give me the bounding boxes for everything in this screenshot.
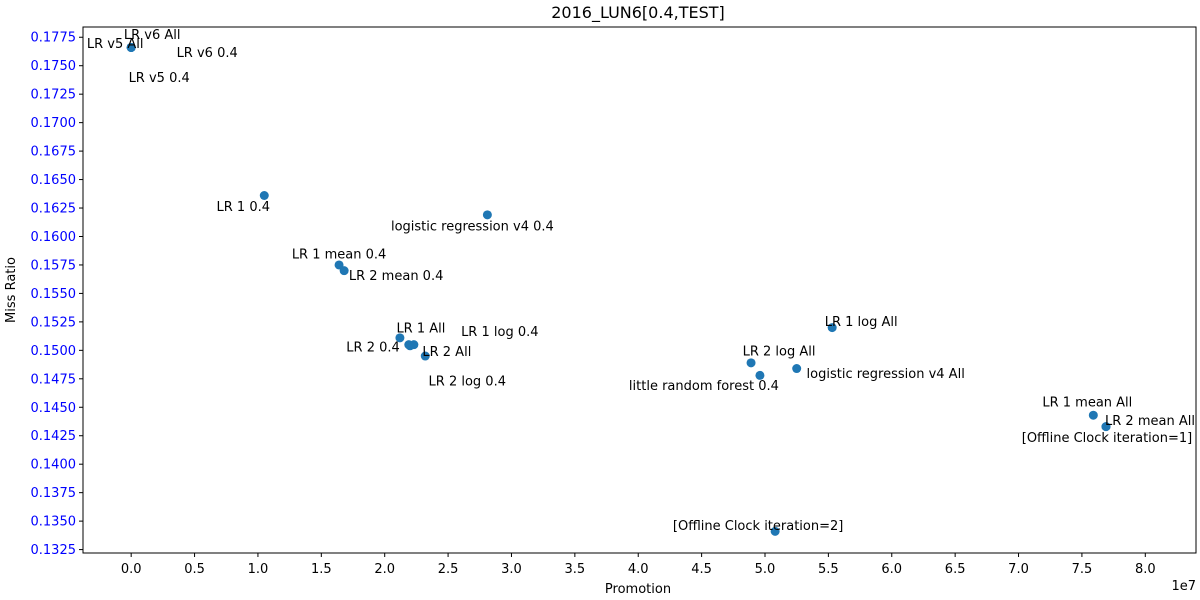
- y-tick-label: 0.1375: [31, 486, 77, 501]
- point-label: LR 2 mean 0.4: [349, 269, 444, 284]
- data-point: [792, 364, 802, 374]
- x-axis-label: Promotion: [605, 582, 671, 597]
- point-label: LR 2 log 0.4: [429, 375, 506, 390]
- y-tick-label: 0.1500: [31, 344, 77, 359]
- x-offset-label: 1e7: [1171, 579, 1196, 594]
- data-points: [126, 42, 1111, 536]
- y-tick-label: 0.1575: [31, 258, 77, 273]
- data-point: [395, 333, 405, 343]
- x-tick-label: 5.0: [755, 562, 776, 577]
- point-label: LR 1 0.4: [217, 200, 271, 215]
- data-point: [420, 351, 430, 361]
- point-label: LR 1 All: [396, 321, 445, 336]
- x-tick-label: 6.5: [945, 562, 966, 577]
- data-point: [126, 42, 136, 52]
- point-label: LR 1 mean All: [1042, 396, 1132, 411]
- x-tick-label: 2.0: [374, 562, 395, 577]
- y-tick-label: 0.1450: [31, 401, 77, 416]
- point-label: LR 2 log All: [743, 344, 816, 359]
- x-tick-label: 4.0: [628, 562, 649, 577]
- data-point: [409, 340, 419, 350]
- x-tick-label: 3.5: [565, 562, 586, 577]
- y-tick-label: 0.1650: [31, 173, 77, 188]
- y-tick-label: 0.1400: [31, 458, 77, 473]
- x-tick-label: 8.0: [1135, 562, 1156, 577]
- point-label: [Offline Clock iteration=1]: [1022, 431, 1192, 446]
- data-point: [259, 191, 269, 201]
- data-point: [755, 370, 765, 380]
- x-tick-label: 0.0: [121, 562, 142, 577]
- data-point: [827, 323, 837, 333]
- y-tick-label: 0.1700: [31, 116, 77, 131]
- point-label: logistic regression v4 0.4: [391, 219, 554, 234]
- y-tick-label: 0.1725: [31, 88, 77, 103]
- y-tick-label: 0.1675: [31, 145, 77, 160]
- x-tick-label: 7.0: [1008, 562, 1029, 577]
- point-label: LR v6 0.4: [177, 46, 238, 61]
- point-label: LR 2 All: [422, 345, 471, 360]
- y-tick-label: 0.1350: [31, 515, 77, 530]
- data-point: [339, 266, 349, 276]
- data-point: [746, 358, 756, 368]
- x-axis: 0.0 0.5 1.0 1.5 2.0 2.5 3.0 3.5 4.0 4.5 5.0 5.5 6.0 6…: [121, 553, 1156, 577]
- point-label: LR v5 All: [87, 37, 144, 52]
- point-label: LR 1 log All: [825, 315, 898, 330]
- y-tick-label: 0.1425: [31, 429, 77, 444]
- data-point: [1088, 410, 1098, 420]
- y-tick-label: 0.1600: [31, 230, 77, 245]
- point-label: [Offline Clock iteration=2]: [673, 519, 843, 534]
- data-point: [770, 526, 780, 536]
- data-point: [482, 210, 492, 220]
- point-label: LR v6 All: [124, 28, 181, 43]
- y-tick-label: 0.1775: [31, 31, 77, 46]
- point-label: LR 2 0.4: [346, 340, 400, 355]
- point-label: logistic regression v4 All: [807, 367, 965, 382]
- y-tick-label: 0.1550: [31, 287, 77, 302]
- y-tick-label: 0.1325: [31, 543, 77, 558]
- y-tick-label: 0.1475: [31, 372, 77, 387]
- point-label: LR 1 mean 0.4: [292, 247, 387, 262]
- x-tick-label: 3.0: [501, 562, 522, 577]
- data-point: [1101, 422, 1111, 432]
- point-label: LR 2 mean All: [1105, 414, 1195, 429]
- x-tick-label: 1.0: [248, 562, 269, 577]
- x-tick-label: 1.5: [311, 562, 332, 577]
- y-axis-label: Miss Ratio: [4, 257, 19, 323]
- x-tick-label: 5.5: [818, 562, 839, 577]
- plot-area: [82, 26, 1197, 554]
- x-tick-label: 7.5: [1072, 562, 1093, 577]
- x-tick-label: 0.5: [184, 562, 205, 577]
- point-label: LR v5 0.4: [129, 71, 190, 86]
- y-tick-label: 0.1625: [31, 202, 77, 217]
- x-tick-label: 2.5: [438, 562, 459, 577]
- point-label: LR 1 log 0.4: [461, 325, 538, 340]
- x-tick-label: 4.5: [691, 562, 712, 577]
- x-tick-label: 6.0: [881, 562, 902, 577]
- y-axis: 0.1325 0.1350 0.1375 0.1400 0.1425 0.1450 0.14…: [31, 31, 83, 558]
- y-tick-label: 0.1525: [31, 315, 77, 330]
- point-label: little random forest 0.4: [629, 379, 779, 394]
- y-tick-label: 0.1750: [31, 59, 77, 74]
- chart-title: 2016_LUN6[0.4,TEST]: [551, 3, 725, 23]
